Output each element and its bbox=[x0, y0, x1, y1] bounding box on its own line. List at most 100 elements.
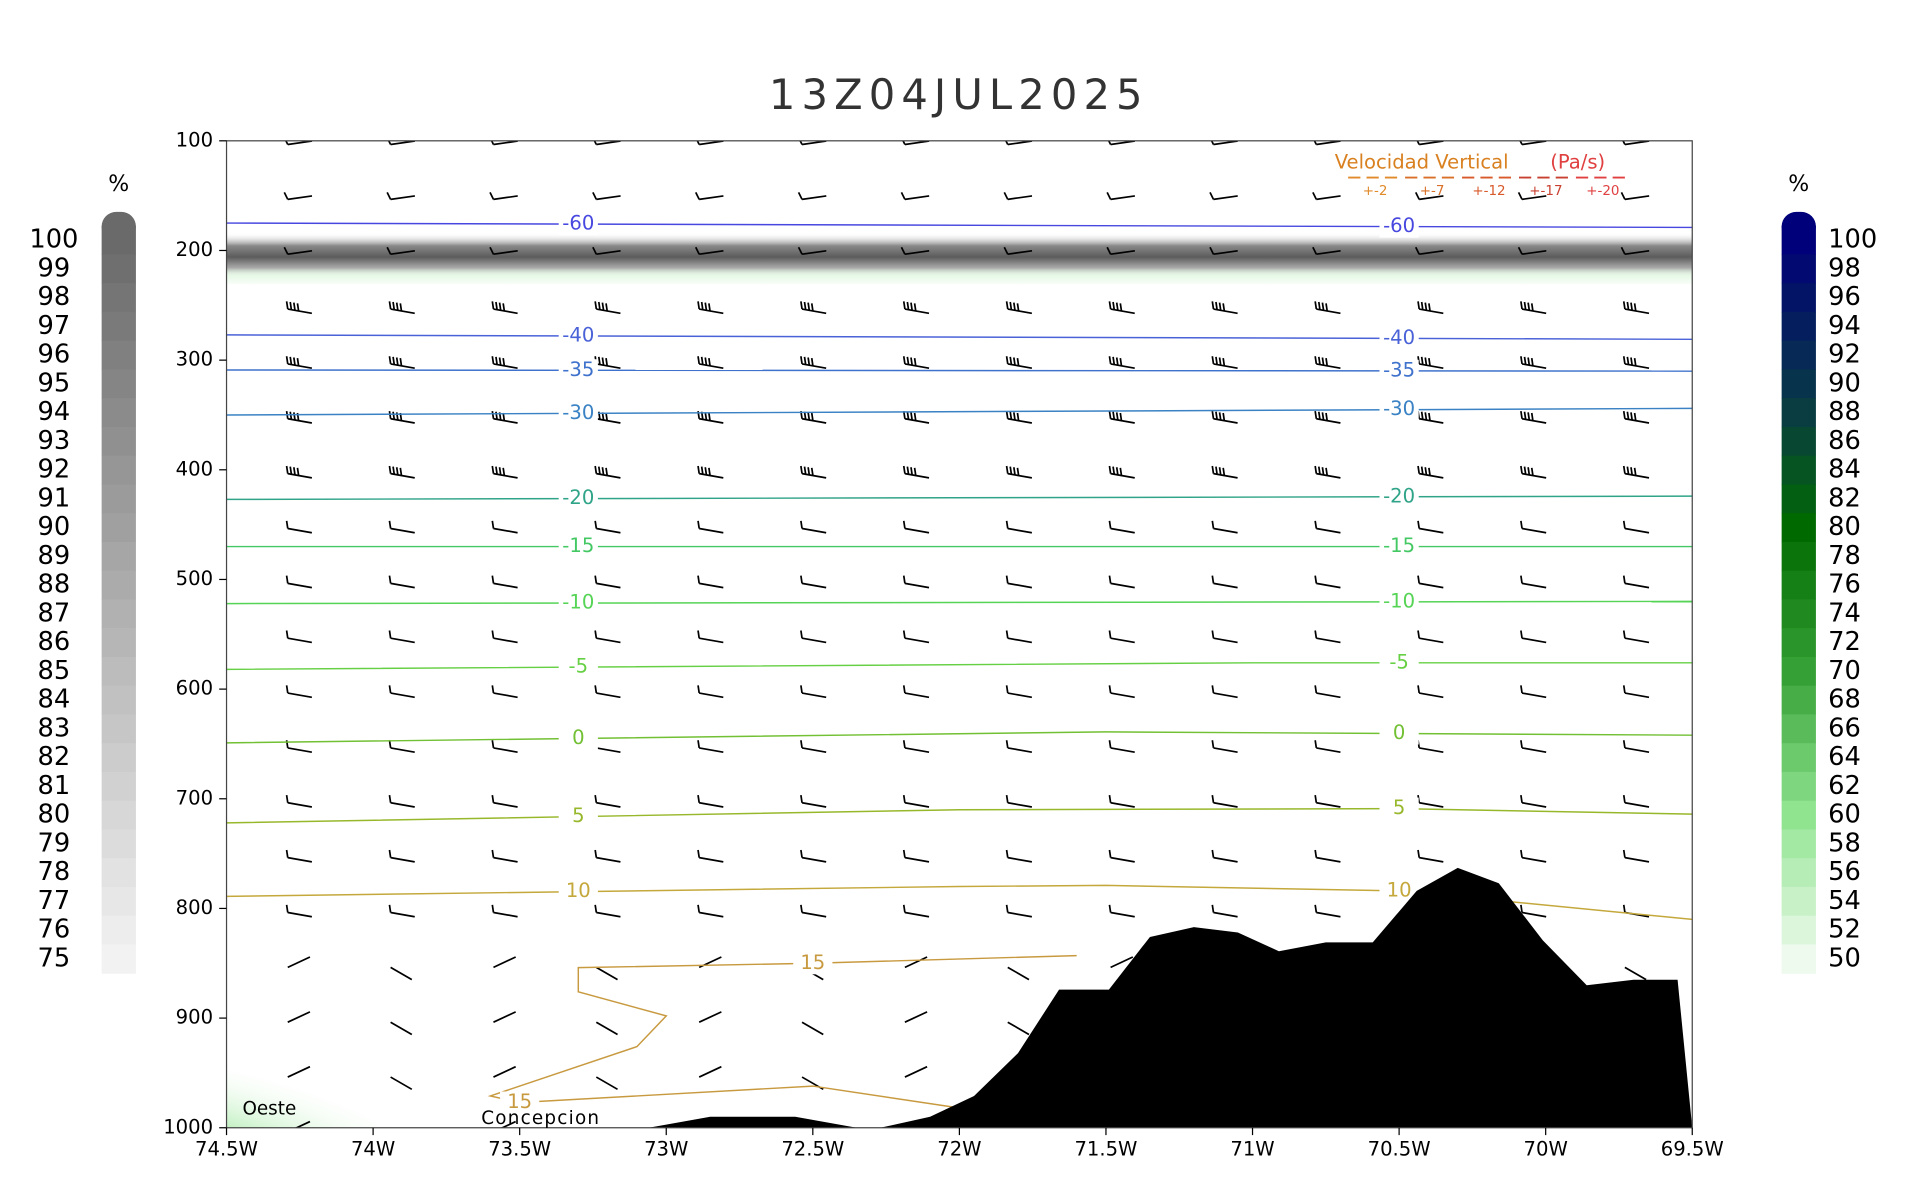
barb-shaft bbox=[1007, 747, 1033, 754]
barb-flag bbox=[491, 740, 495, 749]
barb-shaft bbox=[904, 140, 930, 146]
colorbar-cell bbox=[1781, 340, 1816, 370]
barb-shaft bbox=[699, 308, 724, 315]
barb-flag bbox=[1527, 302, 1531, 311]
barb-flag bbox=[1417, 630, 1421, 639]
barb-flag bbox=[1218, 467, 1222, 476]
barb-shaft bbox=[1213, 472, 1238, 479]
barb-shaft bbox=[1213, 140, 1238, 146]
contour-line bbox=[226, 807, 1693, 824]
barb-flag bbox=[810, 358, 814, 366]
wind-barb bbox=[489, 192, 518, 201]
colorbar-cell bbox=[101, 311, 136, 342]
barb-shaft bbox=[1316, 911, 1341, 918]
barb-flag bbox=[1622, 849, 1626, 858]
wind-barb bbox=[800, 356, 827, 370]
contour-label: -10 bbox=[562, 591, 594, 614]
contour-line bbox=[226, 662, 1693, 671]
barb-flag bbox=[495, 466, 498, 475]
barb-shaft bbox=[801, 363, 827, 370]
barb-flag bbox=[289, 356, 293, 365]
barb-flag bbox=[392, 411, 396, 420]
x-tick-label: 71W bbox=[1230, 1137, 1274, 1160]
barb-flag bbox=[594, 794, 598, 803]
barb-flag bbox=[1013, 467, 1016, 476]
barb-shaft bbox=[1419, 249, 1444, 256]
barb-shaft bbox=[287, 911, 313, 918]
wind-barb bbox=[1520, 410, 1547, 424]
barb-flag bbox=[708, 467, 711, 476]
barb-flag bbox=[395, 467, 399, 476]
barb-flag bbox=[293, 302, 296, 311]
barb-shaft bbox=[596, 582, 621, 589]
barb-flag bbox=[1622, 465, 1626, 474]
barb-flag bbox=[597, 466, 601, 475]
barb-shaft bbox=[1316, 417, 1341, 424]
wind-barb bbox=[1003, 192, 1033, 201]
legend-level: +-7 bbox=[1420, 184, 1445, 199]
barb-flag bbox=[1622, 685, 1626, 694]
barb-shaft bbox=[287, 472, 313, 479]
colorbar-cell bbox=[1781, 455, 1816, 485]
wind-barb bbox=[1625, 1132, 1646, 1144]
wind-barb bbox=[1517, 246, 1547, 256]
contour-label: -30 bbox=[562, 401, 594, 424]
contour-label-bg bbox=[558, 359, 598, 382]
y-tick-label: 600 bbox=[176, 677, 213, 700]
barb-shaft bbox=[596, 637, 621, 644]
barb-flag bbox=[1005, 410, 1009, 419]
barb-flag bbox=[902, 904, 906, 913]
wind-barb bbox=[1312, 140, 1341, 146]
barb-shaft bbox=[1624, 856, 1650, 863]
colorbar-label: 74 bbox=[1828, 598, 1861, 628]
wind-barb bbox=[697, 465, 724, 479]
wind-barb bbox=[1211, 520, 1238, 534]
wind-barb bbox=[594, 301, 621, 315]
wind-barb bbox=[493, 956, 517, 969]
barb-flag bbox=[1523, 301, 1527, 310]
barb-shaft bbox=[1007, 249, 1033, 256]
wind-barb bbox=[1314, 465, 1341, 479]
barb-shaft bbox=[287, 195, 313, 201]
contour-label-bg bbox=[558, 535, 598, 558]
barb-shaft bbox=[1110, 911, 1135, 918]
barb-shaft bbox=[1316, 747, 1341, 754]
barb-flag bbox=[913, 303, 917, 312]
barb-shaft bbox=[699, 527, 724, 534]
barb-flag bbox=[502, 303, 506, 312]
wind-barb bbox=[902, 904, 930, 918]
colorbar-label: 100 bbox=[1828, 224, 1877, 254]
barb-flag bbox=[1626, 301, 1630, 310]
wind-barb bbox=[1622, 849, 1650, 863]
barb-flag bbox=[601, 357, 605, 366]
wind-barb bbox=[390, 1021, 413, 1036]
barb-flag bbox=[697, 575, 701, 584]
colorbar-label: 81 bbox=[38, 771, 71, 801]
barb-flag bbox=[1314, 520, 1318, 529]
colorbar-cell bbox=[1781, 513, 1816, 543]
wind-barb bbox=[800, 520, 827, 534]
x-tick-label: 74W bbox=[351, 1137, 395, 1160]
barb-flag bbox=[704, 467, 708, 476]
wind-barb bbox=[1108, 465, 1135, 479]
barb-flag bbox=[902, 630, 906, 639]
wind-barb bbox=[1108, 685, 1135, 699]
barb-flag bbox=[1633, 303, 1637, 312]
colorbar-cell bbox=[101, 685, 136, 716]
barb-flag bbox=[1222, 358, 1226, 366]
barb-flag bbox=[594, 849, 598, 858]
barb-flag bbox=[1626, 356, 1630, 365]
y-tick-label: 200 bbox=[176, 238, 213, 261]
barb-shaft bbox=[1110, 417, 1135, 424]
barb-flag bbox=[1215, 356, 1218, 365]
barb-flag bbox=[1530, 358, 1534, 366]
barb-flag bbox=[1622, 410, 1626, 419]
terrain bbox=[648, 867, 1693, 1128]
barb-shaft bbox=[390, 1021, 413, 1036]
colorbar-label: 50 bbox=[1828, 943, 1861, 973]
barb-shaft bbox=[1521, 308, 1547, 315]
barb-flag bbox=[1520, 685, 1523, 694]
wind-barb bbox=[797, 192, 827, 201]
colorbar-cell bbox=[101, 771, 136, 802]
wind-barb bbox=[1005, 794, 1033, 808]
